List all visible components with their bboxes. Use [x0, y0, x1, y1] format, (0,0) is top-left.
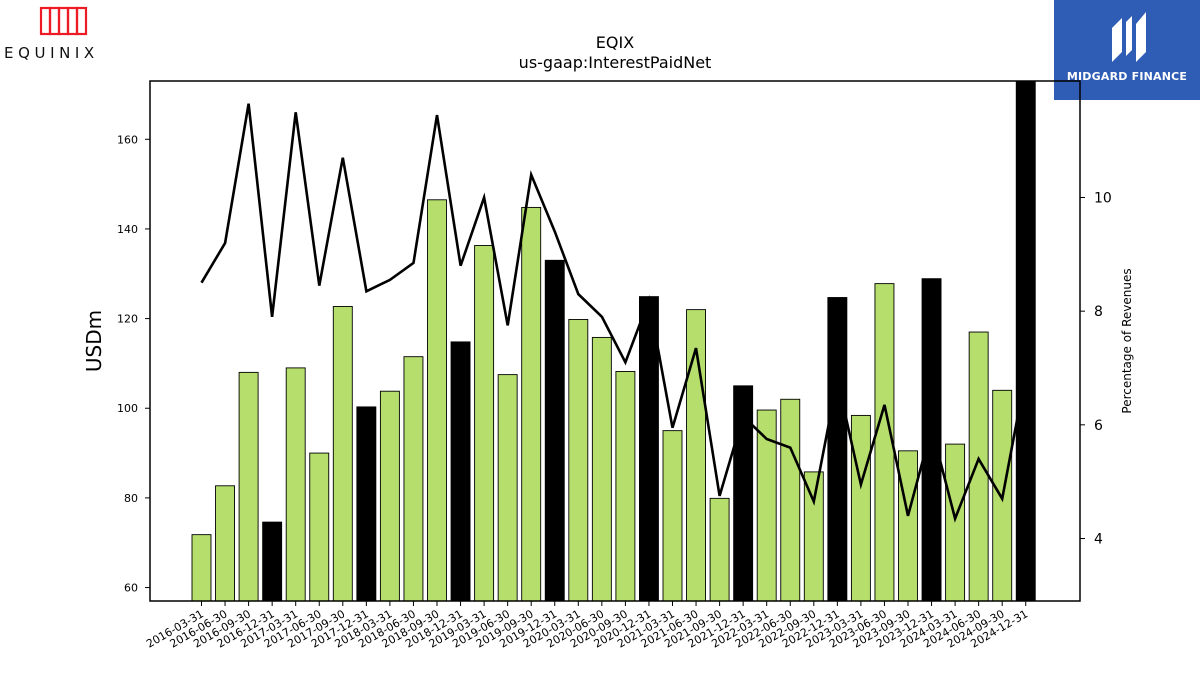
y-axis-label: USDm — [82, 310, 106, 372]
bar-2020-06-30 — [591, 336, 612, 602]
chart-subtitle: us-gaap:InterestPaidNet — [518, 53, 712, 72]
y-tick-label: 140 — [117, 223, 138, 236]
equinix-logo: EQUINIX — [0, 0, 125, 70]
bar-2019-06-30 — [497, 374, 518, 602]
bar-2018-09-30 — [427, 199, 447, 602]
line-series — [200, 103, 1028, 523]
y2-axis-label: Percentage of Revenues — [1120, 268, 1134, 413]
midgard-logo-mark — [1112, 12, 1146, 62]
bar-2016-09-30 — [238, 371, 259, 602]
bar-2023-09-30 — [898, 450, 918, 602]
bar-2021-03-31 — [662, 430, 683, 602]
y-tick-label: 60 — [124, 582, 138, 595]
y2-tick-label: 8 — [1094, 304, 1103, 320]
bar-2018-06-30 — [403, 356, 424, 602]
y-tick-label: 100 — [117, 402, 138, 415]
bar-2020-09-30 — [615, 371, 636, 602]
y-tick-label: 160 — [117, 133, 138, 146]
bar-2023-03-31 — [850, 414, 871, 602]
plot-frame — [149, 80, 1081, 602]
bar-2024-12-31 — [1015, 80, 1036, 602]
y-tick-label: 120 — [117, 313, 138, 326]
bar-2018-03-31 — [379, 390, 400, 602]
left-axis: 60 80 100 120 140 160 — [117, 133, 150, 595]
bar-2016-12-31 — [262, 521, 283, 602]
bar-2022-09-30 — [803, 471, 824, 602]
bar-2017-12-31 — [356, 406, 377, 602]
bar-2016-03-31 — [191, 534, 212, 602]
bar-2022-06-30 — [780, 398, 801, 602]
bar-2017-03-31 — [285, 367, 306, 602]
bar-2021-09-30 — [709, 497, 730, 602]
y2-tick-label: 4 — [1094, 531, 1103, 547]
bar-2022-12-31 — [827, 297, 848, 602]
bar-2024-06-30 — [968, 331, 989, 602]
y-tick-label: 80 — [124, 492, 138, 505]
bar-2018-12-31 — [450, 341, 471, 602]
bar-2016-06-30 — [215, 485, 236, 602]
chart-title: EQIX — [595, 33, 635, 52]
bar-2019-03-31 — [474, 245, 495, 602]
y2-tick-label: 10 — [1094, 191, 1112, 207]
bar-2019-12-31 — [544, 259, 565, 602]
right-axis: 4 6 8 10 — [1080, 191, 1112, 547]
y2-tick-label: 6 — [1094, 418, 1103, 434]
bar-2023-12-31 — [921, 278, 942, 602]
x-axis: 2016-03-312016-06-302016-09-302016-12-31… — [144, 601, 1030, 651]
bar-2024-03-31 — [945, 443, 966, 602]
bar-2020-03-31 — [568, 319, 589, 602]
midgard-wordmark: MIDGARD FINANCE — [1066, 70, 1188, 83]
bar-2017-09-30 — [332, 306, 353, 602]
equinix-logo-mark — [39, 6, 88, 36]
revenue-percentage-line — [200, 103, 1028, 523]
bar-2017-06-30 — [309, 452, 330, 602]
bar-2019-09-30 — [521, 206, 542, 602]
equinix-wordmark: EQUINIX — [4, 44, 99, 62]
midgard-finance-logo: MIDGARD FINANCE — [1054, 0, 1200, 100]
